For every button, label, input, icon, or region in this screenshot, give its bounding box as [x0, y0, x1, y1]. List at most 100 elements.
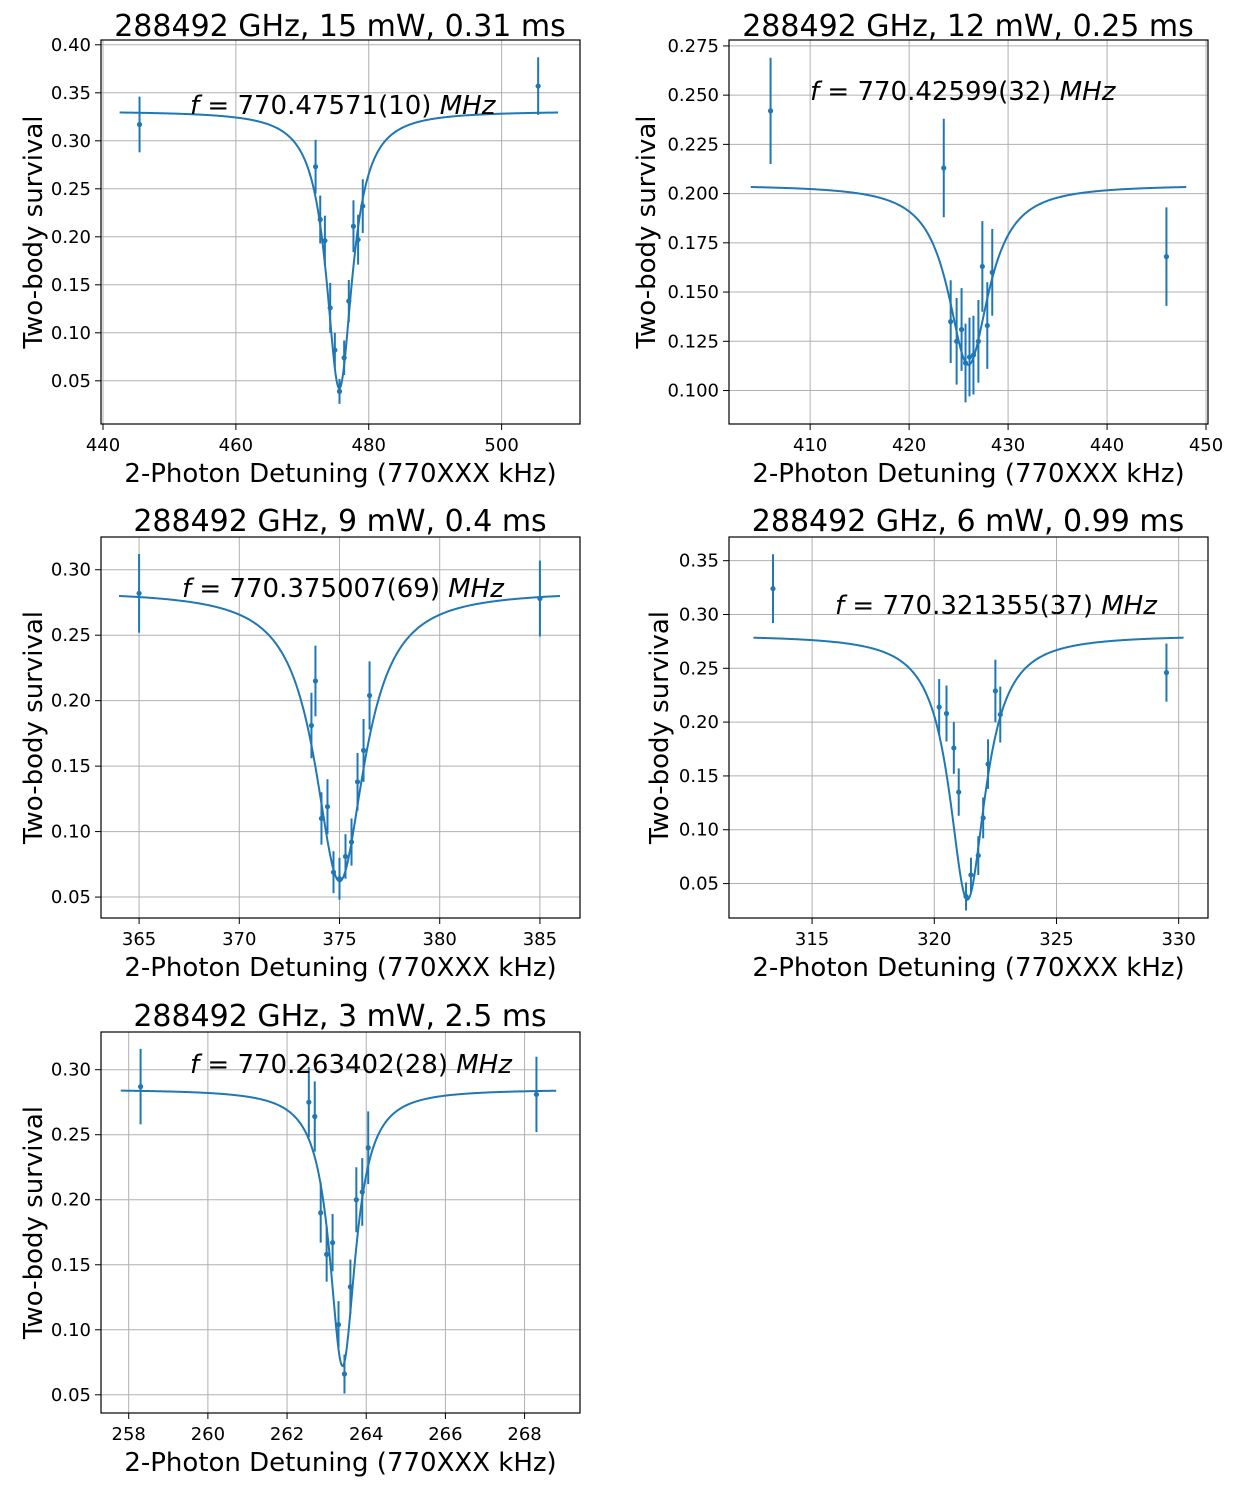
x-tick-label: 365	[122, 929, 156, 950]
data-point	[324, 804, 331, 810]
data-point	[312, 1113, 318, 1120]
fit-annotation: f = 770.47571(10) MHz	[190, 91, 497, 121]
data-point	[963, 893, 969, 900]
x-axis-label: 2-Photon Detuning (770XXX kHz)	[124, 953, 556, 983]
grid	[101, 537, 580, 918]
y-tick-label: 0.20	[51, 1190, 91, 1211]
x-tick-label: 258	[112, 1424, 146, 1445]
data-point	[318, 815, 325, 822]
data-point	[312, 678, 319, 684]
y-tick-label: 0.35	[679, 551, 719, 572]
y-tick-label: 0.125	[667, 331, 719, 352]
data-point	[941, 165, 947, 171]
y-tick-label: 0.30	[51, 131, 91, 152]
subplot-2: 410 420 430 440 450 0.100 0.125 0.150 0.175 0.200…	[632, 9, 1223, 489]
data-point	[347, 1284, 353, 1290]
y-tick-label: 0.150	[667, 282, 719, 303]
x-axis-label: 2-Photon Detuning (770XXX kHz)	[124, 459, 556, 489]
subplot-title: 288492 GHz, 6 mW, 0.99 ms	[752, 504, 1184, 539]
data-point	[975, 338, 981, 344]
y-axis-label: Two-body survival	[632, 115, 662, 349]
y-tick-label: 0.20	[679, 712, 719, 733]
data-point	[1163, 254, 1170, 260]
data-point	[533, 1091, 540, 1098]
fit-annotation: f = 770.263402(28) MHz	[190, 1050, 513, 1080]
y-tick-label: 0.225	[667, 134, 719, 155]
subplot-3: 365 370 375 380 385 0.05 0.10 0.15 0.20 0.25 0.30 2…	[19, 504, 581, 983]
y-tick-label: 0.100	[667, 381, 719, 402]
data-point	[332, 347, 338, 353]
x-tick-label: 268	[507, 1424, 541, 1445]
data-point	[968, 872, 974, 878]
x-tick-label: 315	[795, 929, 829, 950]
axes-frame	[100, 39, 581, 425]
x-axis-label: 2-Photon Detuning (770XXX kHz)	[124, 1448, 556, 1478]
y-tick-label: 0.250	[667, 85, 719, 106]
axes-frame	[728, 536, 1209, 919]
data-point	[330, 869, 337, 875]
data-point	[335, 1321, 342, 1328]
data-point	[136, 121, 143, 128]
x-tick-label: 370	[222, 929, 256, 950]
y-tick-label: 0.30	[679, 604, 719, 625]
y-tick-label: 0.275	[667, 36, 719, 57]
x-tick-label: 325	[1039, 929, 1073, 950]
x-tick-label: 262	[270, 1424, 304, 1445]
data-point	[336, 876, 343, 882]
y-tick-label: 0.40	[51, 35, 91, 56]
data-point	[1163, 670, 1170, 676]
y-tick-label: 0.10	[51, 1320, 91, 1341]
data-point	[327, 305, 333, 311]
fit-annotation: f = 770.42599(32) MHz	[810, 77, 1117, 107]
y-tick-label: 0.15	[51, 756, 91, 777]
data-point	[956, 789, 962, 795]
axes-frame	[100, 536, 581, 919]
data-point	[336, 388, 343, 394]
grid	[729, 537, 1208, 918]
data-point	[951, 745, 957, 751]
y-tick-label: 0.25	[51, 1125, 91, 1146]
data-point	[962, 360, 969, 366]
x-tick-label: 420	[892, 435, 926, 456]
y-tick-label: 0.15	[51, 275, 91, 296]
y-tick-label: 0.05	[51, 1385, 91, 1406]
data-point	[948, 319, 954, 325]
data-point	[318, 1210, 324, 1216]
y-tick-label: 0.15	[51, 1255, 91, 1276]
axes-frame	[100, 1031, 581, 1414]
subplot-1: 440 460 480 500 0.05 0.10 0.15 0.20 0.25 0.30 0.35…	[19, 9, 581, 489]
subplot-title: 288492 GHz, 3 mW, 2.5 ms	[133, 999, 546, 1034]
x-tick-label: 440	[1090, 435, 1124, 456]
data-point	[980, 815, 986, 821]
y-tick-label: 0.15	[679, 766, 719, 787]
x-tick-label: 380	[423, 929, 457, 950]
y-tick-label: 0.10	[679, 820, 719, 841]
data-point	[312, 164, 319, 170]
y-tick-label: 0.25	[51, 625, 91, 646]
subplot-5: 258 260 262 264 266 268 0.05 0.10 0.15 0.20 0.25 0.…	[19, 999, 581, 1478]
y-tick-label: 0.25	[51, 179, 91, 200]
y-tick-label: 0.20	[51, 691, 91, 712]
data-point	[306, 1099, 312, 1105]
fit-curve	[120, 1089, 557, 1368]
data-point	[365, 1145, 371, 1151]
y-tick-label: 0.30	[51, 1060, 91, 1081]
x-tick-label: 480	[352, 435, 386, 456]
y-axis-label: Two-body survival	[19, 1106, 49, 1340]
subplot-title: 288492 GHz, 15 mW, 0.31 ms	[114, 9, 566, 44]
data-point	[985, 761, 991, 767]
data-point	[366, 692, 373, 699]
data-point	[767, 108, 774, 114]
subplot-4: 315 320 325 330 0.05 0.10 0.15 0.20 0.25 0.30 0.35…	[645, 504, 1209, 983]
subplot-title: 288492 GHz, 9 mW, 0.4 ms	[133, 504, 546, 539]
data-point	[943, 710, 950, 717]
x-tick-label: 330	[1161, 929, 1195, 950]
y-tick-label: 0.200	[667, 184, 719, 205]
fit-annotation: f = 770.321355(37) MHz	[835, 591, 1158, 621]
data-point	[989, 269, 995, 275]
data-point	[975, 852, 981, 859]
data-point	[350, 223, 357, 229]
y-tick-label: 0.10	[51, 822, 91, 843]
data-point	[359, 1189, 365, 1195]
data-point	[348, 839, 355, 845]
